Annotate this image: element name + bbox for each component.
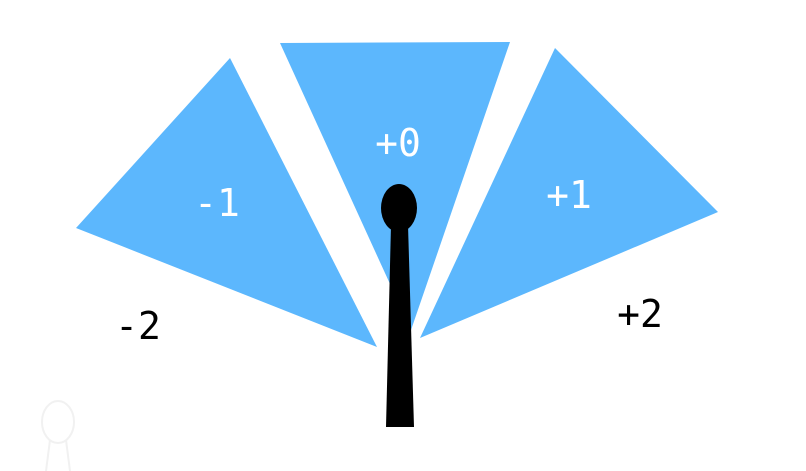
wedge-label-minus-1: -1 [194,181,240,225]
outer-label-plus-2: +2 [617,292,663,336]
wedge-label-zero: +0 [375,121,421,165]
wedge-minus-1 [76,58,377,347]
wedge-plus-1 [420,48,718,338]
ghost-pointer-icon [41,400,75,471]
outer-label-minus-2: -2 [115,304,161,348]
wedge-label-plus-1: +1 [546,173,592,217]
pointer-stick-icon [381,184,417,427]
